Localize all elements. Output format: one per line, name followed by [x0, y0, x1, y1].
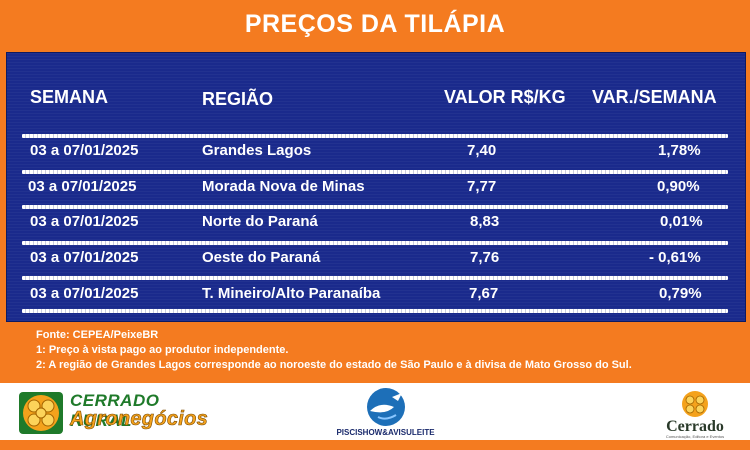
row-2-week: 03 a 07/01/2025	[28, 178, 137, 195]
row-separator	[22, 309, 728, 313]
row-4-value: 7,76	[470, 249, 500, 266]
row-1-region: Grandes Lagos	[202, 142, 312, 159]
row-3-variation: 0,01%	[660, 213, 703, 230]
row-4-region: Oeste do Paraná	[202, 249, 321, 266]
row-2-region: Morada Nova de Minas	[202, 178, 365, 195]
row-1-value: 7,40	[467, 142, 497, 159]
cerrado-tagline: Comunicação, Editora e Eventos	[665, 434, 725, 439]
piscishow-avisuleite-logo: PISCISHOW&AVISULEITE	[328, 387, 443, 439]
row-4-week: 03 a 07/01/2025	[30, 249, 139, 266]
header-week: SEMANA	[30, 87, 109, 107]
cerrado-rural-logo: CERRADO RURAL Agronegócios	[18, 391, 218, 435]
row-1-variation: 1,78%	[658, 142, 701, 159]
row-2-value: 7,77	[467, 178, 497, 195]
page-title: PREÇOS DA TILÁPIA	[244, 9, 506, 38]
row-3-value: 8,83	[470, 213, 500, 230]
piscishow-wordmark: PISCISHOW&AVISULEITE	[336, 428, 435, 437]
header-value: VALOR R$/KG	[444, 87, 566, 107]
cerrado-wordmark: Cerrado	[666, 418, 724, 435]
row-5-region: T. Mineiro/Alto Paranaíba	[202, 285, 381, 302]
row-separator	[22, 170, 728, 174]
row-5-variation: 0,79%	[659, 285, 702, 302]
row-5-value: 7,67	[469, 285, 499, 302]
row-separator	[22, 276, 728, 280]
row-4-variation: - 0,61%	[649, 249, 701, 266]
cerrado-rural-wordmark: CERRADO RURAL	[70, 391, 160, 430]
footnotes: Fonte: CEPEA/PeixeBR 1: Preço à vista pa…	[36, 328, 632, 373]
row-1-week: 03 a 07/01/2025	[30, 142, 139, 159]
title-bar: PREÇOS DA TILÁPIA	[0, 0, 750, 48]
agronegocios-wordmark: Agronegócios	[70, 408, 209, 431]
row-separator	[22, 241, 728, 245]
cerrado-emblem-icon	[682, 391, 708, 417]
header-variation: VAR./SEMANA	[592, 87, 717, 107]
row-5-week: 03 a 07/01/2025	[30, 285, 139, 302]
bottom-strip	[0, 440, 750, 450]
row-3-region: Norte do Paraná	[202, 213, 318, 230]
footnote-2: 2: A região de Grandes Lagos corresponde…	[36, 359, 632, 371]
fish-bird-emblem-icon	[367, 388, 405, 426]
footnote-1: 1: Preço à vista pago ao produtor indepe…	[36, 344, 289, 356]
row-separator	[22, 134, 728, 138]
cerrado-logo: Cerrado Comunicação, Editora e Eventos	[655, 390, 735, 439]
row-separator	[22, 205, 728, 209]
cerrado-rural-emblem-icon	[19, 392, 63, 434]
row-2-variation: 0,90%	[657, 178, 700, 195]
source-note: Fonte: CEPEA/PeixeBR	[36, 329, 159, 341]
header-region: REGIÃO	[202, 89, 274, 109]
row-3-week: 03 a 07/01/2025	[30, 213, 139, 230]
